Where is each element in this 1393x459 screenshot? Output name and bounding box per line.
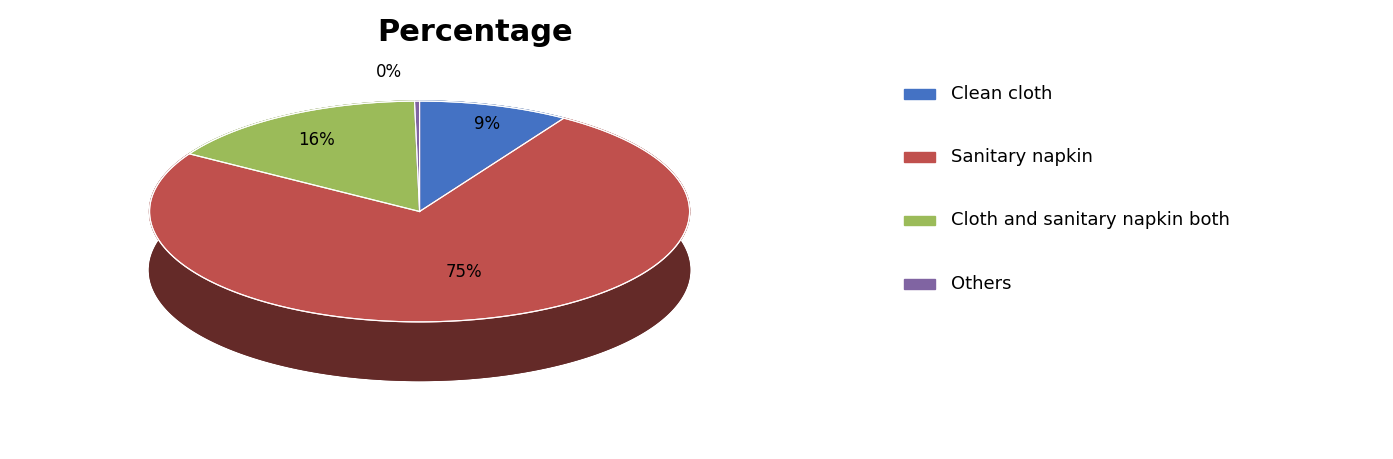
Polygon shape [149, 160, 690, 381]
Text: Percentage: Percentage [378, 18, 573, 47]
Bar [904, 216, 935, 225]
Text: Cloth and sanitary napkin both: Cloth and sanitary napkin both [951, 212, 1230, 230]
Polygon shape [419, 101, 564, 212]
Polygon shape [419, 101, 564, 177]
Text: 16%: 16% [298, 131, 334, 149]
Text: 9%: 9% [474, 115, 500, 134]
Bar [904, 90, 935, 99]
Text: Others: Others [951, 274, 1011, 292]
Polygon shape [149, 118, 690, 322]
Bar [904, 279, 935, 289]
Text: 0%: 0% [376, 63, 403, 81]
Bar [904, 152, 935, 162]
Text: Sanitary napkin: Sanitary napkin [951, 148, 1094, 167]
Polygon shape [189, 101, 415, 213]
Polygon shape [415, 101, 419, 212]
Text: Clean cloth: Clean cloth [951, 85, 1053, 103]
Text: 75%: 75% [446, 263, 482, 281]
Polygon shape [415, 101, 419, 160]
Polygon shape [149, 118, 690, 381]
Polygon shape [189, 101, 419, 212]
